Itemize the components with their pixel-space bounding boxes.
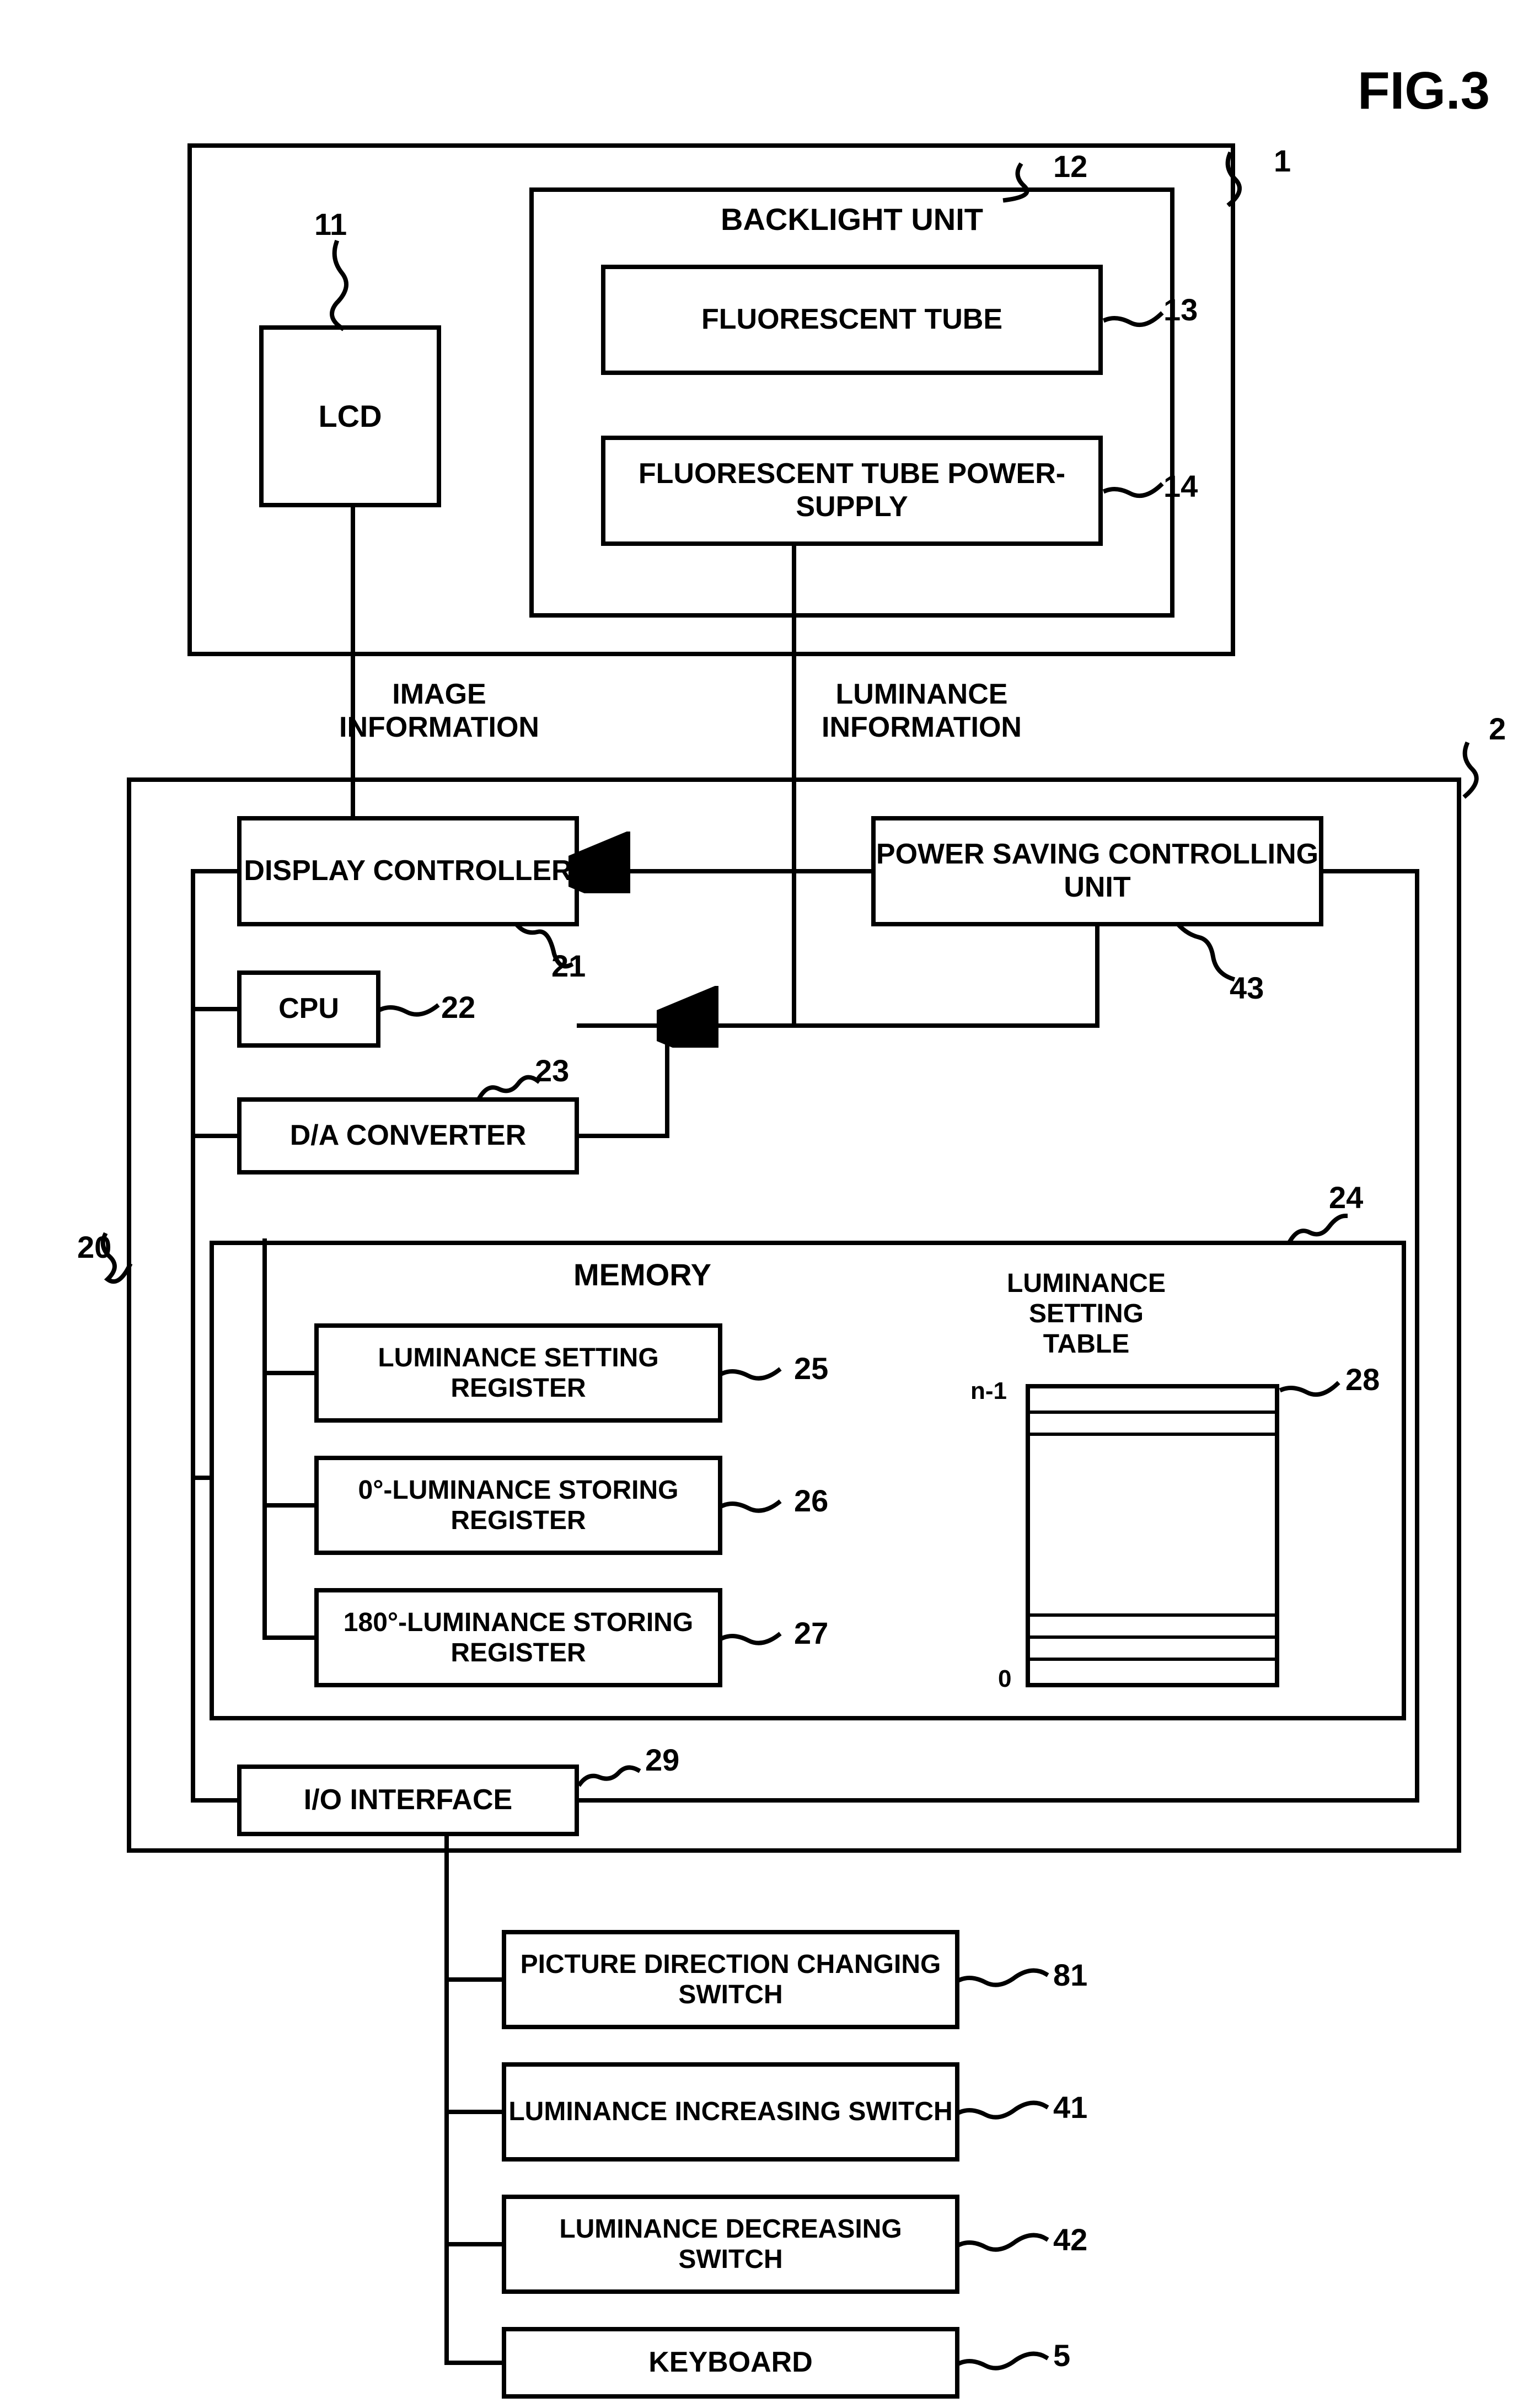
ref-22: 22	[441, 990, 475, 1025]
ref-24: 24	[1329, 1180, 1363, 1215]
diagram-canvas: FIG.3 LCD BACKLIGHT UNIT FLUORESCENT TUB…	[22, 22, 1534, 2386]
ref-29: 29	[645, 1742, 679, 1778]
lcd-box: LCD	[259, 325, 441, 507]
fluorescent-tube-box: FLUORESCENT TUBE	[601, 265, 1103, 375]
ref-25: 25	[794, 1351, 828, 1386]
power-saving-box: POWER SAVING CONTROLLING UNIT	[871, 816, 1323, 926]
ref-28: 28	[1345, 1362, 1380, 1397]
ref-12: 12	[1053, 149, 1087, 184]
ref-21: 21	[551, 948, 586, 984]
ref-23: 23	[535, 1053, 569, 1088]
io-interface-box: I/O INTERFACE	[237, 1765, 579, 1836]
lum-inc-switch-box: LUMINANCE INCREASING SWITCH	[502, 2062, 959, 2162]
fluorescent-tube-ps-box: FLUORESCENT TUBE POWER-SUPPLY	[601, 436, 1103, 546]
image-info-label: IMAGE INFORMATION	[339, 678, 539, 744]
ref-13: 13	[1163, 292, 1198, 328]
pic-dir-switch-box: PICTURE DIRECTION CHANGING SWITCH	[502, 1930, 959, 2029]
ref-81: 81	[1053, 1957, 1087, 1993]
lum-table-label: LUMINANCE SETTING TABLE	[959, 1268, 1213, 1360]
cpu-box: CPU	[237, 970, 380, 1048]
lum-setting-reg-box: LUMINANCE SETTING REGISTER	[314, 1323, 722, 1423]
ref-41: 41	[1053, 2090, 1087, 2125]
ref-14: 14	[1163, 469, 1198, 504]
backlight-unit-label: BACKLIGHT UNIT	[529, 202, 1174, 237]
ref-5: 5	[1053, 2338, 1070, 2373]
display-controller-box: DISPLAY CONTROLLER	[237, 816, 579, 926]
lum-table-top-tick: n-1	[970, 1377, 1007, 1406]
ref-26: 26	[794, 1483, 828, 1519]
lum-table-graphic	[1026, 1384, 1279, 1687]
memory-label: MEMORY	[573, 1257, 711, 1293]
ref-42: 42	[1053, 2222, 1087, 2257]
figure-title: FIG.3	[1358, 61, 1490, 121]
ref-43: 43	[1230, 970, 1264, 1006]
lum-180-reg-box: 180°-LUMINANCE STORING REGISTER	[314, 1588, 722, 1687]
keyboard-box: KEYBOARD	[502, 2327, 959, 2399]
backlight-unit-box	[529, 187, 1174, 618]
ref-2: 2	[1489, 711, 1506, 747]
da-converter-box: D/A CONVERTER	[237, 1097, 579, 1174]
lum-dec-switch-box: LUMINANCE DECREASING SWITCH	[502, 2195, 959, 2294]
lum-table-bottom-tick: 0	[998, 1665, 1011, 1693]
ref-11: 11	[314, 207, 347, 242]
ref-1: 1	[1274, 143, 1291, 179]
luminance-info-label: LUMINANCE INFORMATION	[822, 678, 1022, 744]
ref-27: 27	[794, 1616, 828, 1651]
ref-20: 20	[77, 1230, 111, 1265]
lum-0-reg-box: 0°-LUMINANCE STORING REGISTER	[314, 1456, 722, 1555]
